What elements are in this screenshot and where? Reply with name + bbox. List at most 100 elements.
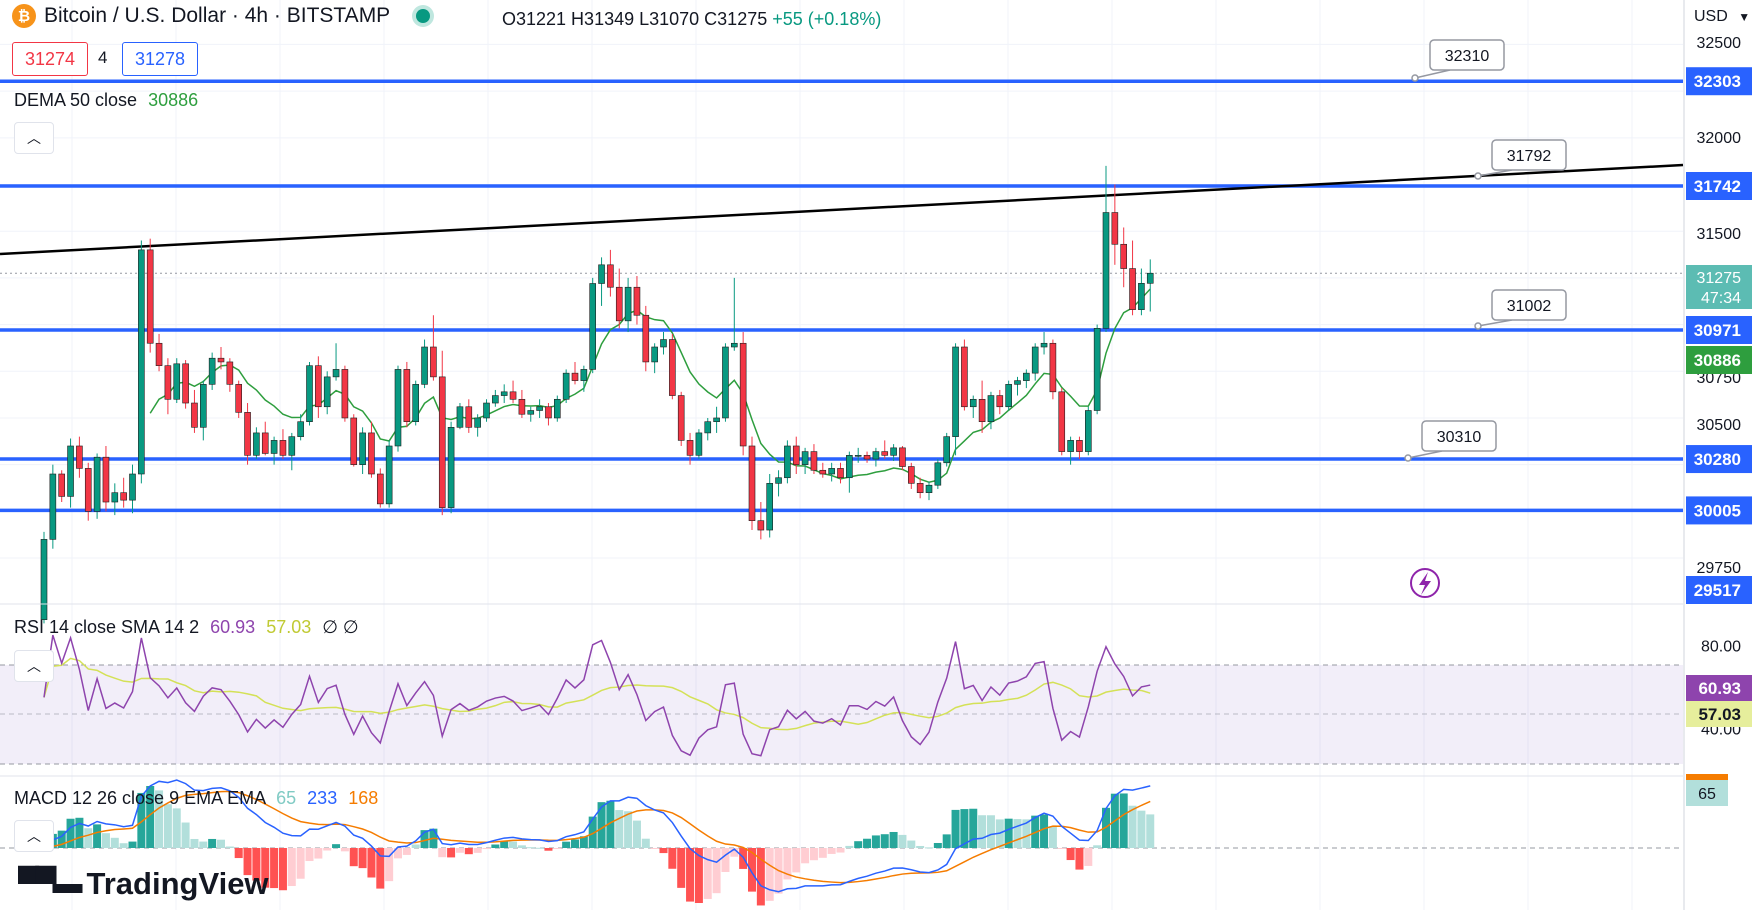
collapse-rsi-button[interactable]: ︿ (14, 650, 54, 682)
candle-body (863, 455, 871, 460)
horizontal-levels (0, 79, 1683, 513)
currency-selector[interactable]: USD ▼ (1694, 8, 1750, 26)
chart-extras (1410, 568, 1440, 598)
candle-body (1111, 212, 1119, 245)
candle-body (527, 410, 535, 415)
macd-histogram-bar (1119, 793, 1128, 848)
macd-histogram-bar (190, 838, 199, 848)
macd-histogram-bar (137, 792, 146, 848)
bar-countdown-label: 47:34 (1701, 290, 1741, 307)
level-price-tag-label: 30005 (1694, 501, 1741, 520)
candle-body (695, 432, 703, 456)
dema-legend[interactable]: DEMA 50 close 30886 (14, 90, 198, 111)
candle-body (509, 391, 517, 400)
level-price-tag (1686, 316, 1752, 344)
candle-body (669, 339, 676, 396)
macd-histogram-bar (801, 848, 810, 864)
macd-histogram-bar (323, 848, 332, 851)
collapse-indicators-button[interactable]: ︿ (14, 122, 54, 154)
macd-histogram-bar (960, 809, 969, 848)
candle-body (748, 445, 756, 521)
macd-histogram-bar (845, 845, 854, 848)
current-price-tag (1686, 265, 1752, 309)
callout-box (1491, 139, 1567, 171)
candle-body (987, 395, 995, 423)
candle-body (828, 468, 835, 475)
macd-histogram-bar (1075, 848, 1084, 870)
candle-body (1129, 268, 1136, 310)
candle-body (1093, 328, 1101, 411)
candle-body (677, 395, 685, 441)
macd-histogram-bar (694, 848, 703, 904)
candle-body (1120, 243, 1127, 269)
macd-histogram-bar (128, 841, 137, 848)
macd-histogram-bar (703, 848, 712, 899)
macd-histogram-bar (792, 848, 801, 873)
price-tick-label: 29750 (1697, 560, 1742, 577)
macd-histogram-bar (978, 815, 987, 848)
sell-price-button[interactable]: 31274 (12, 42, 88, 76)
macd-hist-value: 65 (276, 788, 297, 808)
candle-body (447, 427, 455, 508)
candlestick-series (40, 165, 1154, 624)
candle-body (1005, 384, 1012, 408)
candle-body (686, 440, 694, 456)
candle-body (306, 365, 313, 423)
macd-histogram-bar (278, 848, 287, 891)
macd-histogram-bar (181, 822, 190, 848)
tradingview-logo-text: TradingView (86, 866, 269, 901)
candle-body (270, 440, 278, 454)
buy-price-button[interactable]: 31278 (122, 42, 198, 76)
symbol-title[interactable]: Bitcoin / U.S. Dollar · 4h · BITSTAMP (44, 4, 391, 27)
macd-histogram-bar (385, 848, 394, 882)
candle-body (1085, 410, 1092, 452)
candle-body (49, 473, 57, 540)
candle-body (607, 264, 614, 288)
collapse-macd-button[interactable]: ︿ (14, 820, 54, 852)
callout-label: 30310 (1437, 429, 1482, 446)
macd-histogram-bar (827, 848, 836, 854)
candle-body (775, 477, 782, 484)
macd-histogram-bar (863, 838, 872, 848)
tradingview-logo[interactable]: ▀▀▬ TradingView (18, 866, 269, 902)
candle-body (376, 473, 384, 505)
macd-histogram-bar (986, 815, 995, 848)
rsi-sma-line (43, 657, 1151, 731)
dema-price-tag-label: 30886 (1694, 351, 1741, 370)
macd-histogram-bar (358, 848, 367, 869)
chevron-up-icon: ︿ (27, 658, 41, 674)
candle-body (297, 421, 304, 437)
candle-body (253, 432, 260, 456)
macd-line-value: 233 (307, 788, 338, 808)
macd-histogram-bar (1057, 848, 1066, 849)
symbol-header[interactable]: ₿ Bitcoin / U.S. Dollar · 4h · BITSTAMP (12, 4, 431, 28)
macd-histogram-bar (615, 810, 624, 848)
price-change: +55 (+0.18%) (772, 9, 882, 29)
candle-body (757, 520, 765, 531)
candle-body (934, 462, 942, 486)
ohlc-readout: O31221 H31349 L31070 C31275 +55 (+0.18%) (502, 9, 881, 30)
rsi-legend[interactable]: RSI 14 close SMA 14 2 60.93 57.03 ∅ ∅ (14, 617, 359, 638)
macd-histogram-bar (394, 848, 402, 859)
macd-histogram-bar (1004, 818, 1013, 848)
ohlc-values: O31221 H31349 L31070 C31275 (502, 9, 768, 29)
candle-body (120, 492, 127, 501)
macd-histogram-bar (1013, 819, 1022, 848)
macd-histogram-bar (588, 816, 597, 848)
macd-histogram-bar (119, 843, 128, 848)
candle-body (562, 372, 570, 400)
candle-body (713, 417, 720, 423)
macd-histogram-bar (208, 838, 217, 848)
candle-body (288, 436, 296, 456)
macd-histogram-bar (455, 848, 464, 853)
macd-histogram-bar (1084, 848, 1093, 866)
macd-legend[interactable]: MACD 12 26 close 9 EMA EMA 65 233 168 (14, 788, 378, 809)
macd-histogram-bar (509, 841, 518, 848)
candle-body (315, 365, 322, 408)
macd-histogram (40, 786, 1155, 906)
callout-leader (1477, 319, 1513, 327)
candle-body (739, 342, 747, 447)
level-price-tag-label: 30971 (1694, 321, 1741, 340)
macd-hist-tag (1686, 780, 1728, 806)
